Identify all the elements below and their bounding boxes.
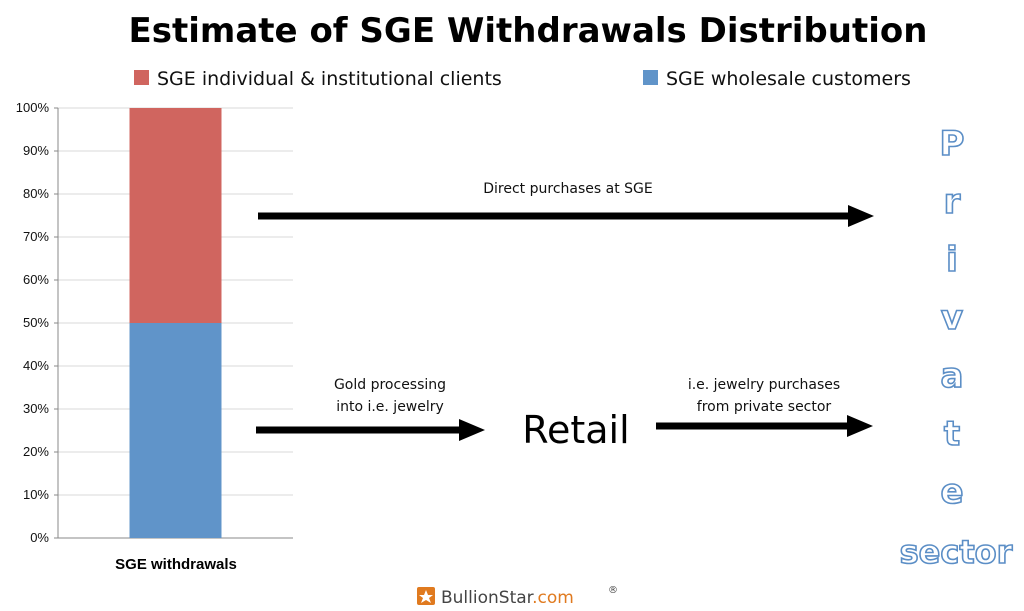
arrow-jewelry-purchases xyxy=(656,415,873,437)
retail-label: Retail xyxy=(522,408,629,452)
private-sector-label: P r i v a t e sector xyxy=(899,123,1014,572)
legend-label-individual: SGE individual & institutional clients xyxy=(157,68,502,90)
private-letter-1: P xyxy=(940,124,965,164)
y-tick-label: 30% xyxy=(23,401,49,416)
legend: SGE individual & institutional clients S… xyxy=(134,68,911,90)
sector-word: sector xyxy=(900,533,1013,571)
bar-segment-wholesale xyxy=(129,323,222,538)
label-jewelry-purchases-2: from private sector xyxy=(697,399,832,415)
legend-swatch-individual xyxy=(134,70,149,85)
y-tick-label: 70% xyxy=(23,229,49,244)
y-tick-label: 60% xyxy=(23,272,49,287)
y-tick-label: 80% xyxy=(23,186,49,201)
label-jewelry-purchases-1: i.e. jewelry purchases xyxy=(688,377,840,393)
brand-name: BullionStar xyxy=(441,588,534,608)
bar-segment-individual xyxy=(129,108,222,323)
brand-registered-mark: ® xyxy=(608,585,618,596)
y-tick-label: 0% xyxy=(30,530,49,545)
private-letter-2: r xyxy=(944,182,961,222)
bullionstar-wordmark: BullionStar.com xyxy=(441,588,574,608)
arrow-direct-purchases xyxy=(258,205,874,227)
y-tick-label: 90% xyxy=(23,143,49,158)
legend-label-wholesale: SGE wholesale customers xyxy=(666,68,911,90)
label-gold-processing-1: Gold processing xyxy=(334,377,446,393)
legend-swatch-wholesale xyxy=(643,70,658,85)
y-tick-label: 10% xyxy=(23,487,49,502)
bullionstar-logo: BullionStar.com ® xyxy=(417,585,618,608)
private-letter-5: a xyxy=(941,356,964,396)
private-letter-4: v xyxy=(941,298,963,338)
label-direct-purchases: Direct purchases at SGE xyxy=(483,181,652,197)
logo-star-icon xyxy=(419,590,433,603)
private-letter-3: i xyxy=(946,240,958,280)
brand-suffix: .com xyxy=(532,588,574,608)
plot-area: 0% 10% 20% 30% 40% 50% 60% 70% 80% 90% 100% xyxy=(16,100,293,545)
y-tick-label: 100% xyxy=(16,100,50,115)
y-tick-label: 20% xyxy=(23,444,49,459)
private-letter-7: e xyxy=(940,472,963,512)
y-tick-label: 40% xyxy=(23,358,49,373)
chart-title: Estimate of SGE Withdrawals Distribution xyxy=(129,11,928,51)
category-label: SGE withdrawals xyxy=(115,556,237,573)
label-gold-processing-2: into i.e. jewelry xyxy=(336,399,444,415)
arrow-gold-processing xyxy=(256,419,485,441)
private-letter-6: t xyxy=(944,414,960,454)
y-tick-label: 50% xyxy=(23,315,49,330)
